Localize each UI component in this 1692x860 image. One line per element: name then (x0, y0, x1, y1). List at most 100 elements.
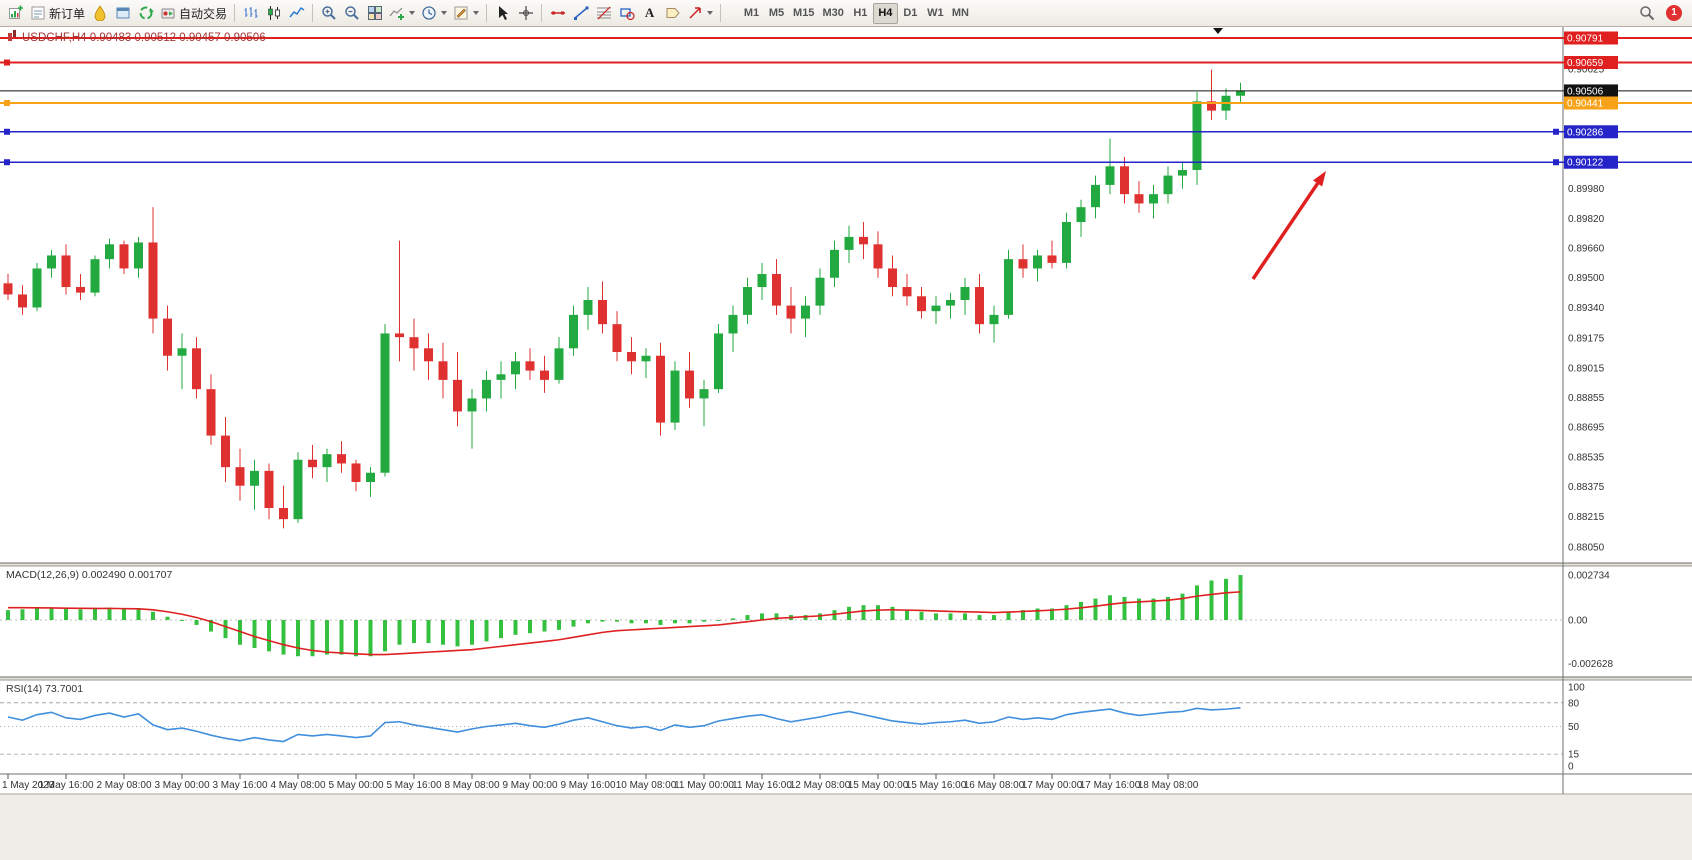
macd-histogram-bar (847, 606, 851, 620)
candle-body (380, 333, 390, 473)
chart-background[interactable] (0, 27, 1692, 794)
macd-histogram-bar (78, 609, 83, 620)
text-button[interactable]: A (638, 2, 661, 25)
macd-histogram-bar (658, 620, 663, 625)
indicators-button[interactable] (386, 2, 418, 25)
line-handle[interactable] (1553, 159, 1559, 166)
line-chart-button[interactable] (285, 2, 308, 25)
notification-badge[interactable]: 1 (1666, 5, 1682, 21)
price-tag-label: 0.90506 (1567, 86, 1604, 97)
candle-body (1178, 170, 1187, 176)
symbol-marker-icon (8, 33, 12, 41)
macd-histogram-bar (93, 608, 97, 620)
candle-body (1163, 175, 1173, 195)
main-toolbar: 新订单 自动交易 (0, 0, 1692, 27)
macd-histogram-bar (165, 616, 170, 620)
search-button[interactable] (1635, 2, 1658, 25)
zoom-out-button[interactable] (340, 2, 363, 25)
timeframe-button-mn[interactable]: MN (948, 3, 973, 24)
price-grid-label: 0.88855 (1568, 393, 1605, 404)
pane-splitter[interactable] (0, 563, 1692, 566)
timeframe-button-d1[interactable]: D1 (898, 3, 923, 24)
timeframe-button-h1[interactable]: H1 (848, 3, 873, 24)
tile-windows-button[interactable] (363, 2, 386, 25)
macd-histogram-bar (948, 613, 953, 620)
fibonacci-button[interactable] (592, 2, 615, 25)
candle-body (598, 300, 607, 325)
line-handle[interactable] (4, 159, 10, 166)
macd-histogram-bar (1064, 605, 1069, 620)
candle-body (467, 398, 477, 412)
macd-histogram-bar (252, 620, 257, 649)
timeframe-button-h4[interactable]: H4 (872, 2, 898, 24)
trendline-button[interactable] (569, 2, 592, 25)
timeframe-button-m15[interactable]: M15 (789, 3, 818, 24)
new-order-button[interactable]: 新订单 (27, 2, 88, 25)
bar-chart-button[interactable] (239, 2, 262, 25)
navigator-button[interactable] (134, 2, 157, 25)
candle-body (888, 268, 897, 288)
chart-shift-marker[interactable] (1213, 28, 1223, 34)
timeframe-button-w1[interactable]: W1 (923, 3, 948, 24)
timeframe-button-m1[interactable]: M1 (739, 3, 764, 24)
macd-histogram-bar (107, 607, 112, 620)
crosshair-button[interactable] (514, 2, 537, 25)
market-watch-button[interactable] (88, 2, 111, 25)
timeframe-button-m30[interactable]: M30 (818, 3, 847, 24)
line-handle[interactable] (4, 59, 10, 66)
rsi-axis-label: 100 (1568, 683, 1585, 694)
candle-body (105, 244, 114, 260)
macd-histogram-bar (571, 620, 576, 627)
timeframe-button-m5[interactable]: M5 (764, 3, 789, 24)
refresh-icon (139, 6, 154, 20)
rsi-axis-label: 80 (1568, 698, 1580, 709)
time-label: 8 May 08:00 (444, 780, 499, 791)
shapes-button[interactable] (615, 2, 638, 25)
candle-body (424, 348, 433, 362)
trend-arrow-head[interactable] (1313, 171, 1326, 187)
macd-histogram-bar (1050, 608, 1054, 620)
time-label: 9 May 00:00 (502, 780, 557, 791)
toolbar-separator (312, 4, 314, 22)
templates-button[interactable] (450, 2, 482, 25)
candle-body (3, 283, 13, 295)
candle-body (989, 314, 999, 325)
line-handle[interactable] (4, 128, 10, 135)
objects-dropdown-button[interactable] (684, 2, 716, 25)
macd-histogram-bar (484, 620, 489, 642)
line-handle[interactable] (1553, 128, 1559, 135)
pane-splitter[interactable] (0, 677, 1692, 680)
macd-histogram-bar (397, 620, 402, 645)
candle-body (1120, 166, 1129, 195)
candle-body (90, 259, 100, 293)
candlestick-chart-button[interactable] (262, 2, 285, 25)
horizontal-line-button[interactable] (546, 2, 569, 25)
new-chart-button[interactable] (4, 2, 27, 25)
macd-histogram-bar (731, 618, 735, 620)
macd-histogram-bar (470, 620, 474, 645)
candle-body (1236, 90, 1245, 96)
candle-body (511, 361, 520, 375)
autotrading-button[interactable]: 自动交易 (157, 2, 230, 25)
macd-histogram-bar (1079, 601, 1083, 620)
new-order-icon (31, 6, 45, 20)
trend-arrow-line[interactable] (1251, 182, 1320, 280)
price-tag (1564, 56, 1618, 70)
candle-body (453, 379, 462, 412)
toolbar-separator (234, 4, 236, 22)
candle-body (18, 294, 27, 308)
line-handle[interactable] (4, 99, 10, 106)
macd-histogram-bar (499, 620, 503, 639)
candle-body (1076, 207, 1086, 223)
data-window-button[interactable] (111, 2, 134, 25)
periods-button[interactable] (418, 2, 450, 25)
label-button[interactable] (661, 2, 684, 25)
candle-body (786, 305, 796, 319)
new-order-label: 新订单 (49, 6, 86, 21)
macd-histogram-bar (615, 620, 619, 622)
zoom-in-button[interactable] (317, 2, 340, 25)
price-grid-label: 0.89015 (1568, 363, 1605, 374)
cursor-button[interactable] (491, 2, 514, 25)
macd-histogram-bar (1035, 608, 1040, 620)
macd-histogram-bar (716, 620, 721, 621)
